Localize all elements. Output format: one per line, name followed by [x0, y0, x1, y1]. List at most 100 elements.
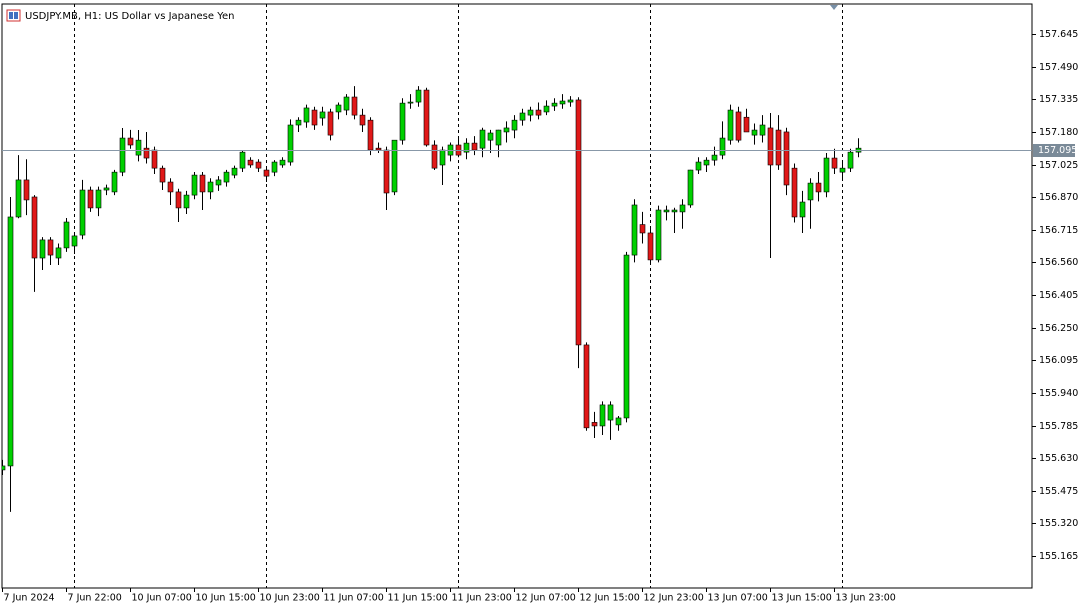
x-tick-label: 7 Jun 2024 [4, 593, 55, 604]
candle-body [103, 187, 110, 191]
candle-body [727, 109, 734, 141]
candle-body [487, 132, 494, 141]
candle-body [151, 149, 158, 169]
chart-title: USDJPY.MB, H1: US Dollar vs Japanese Yen [25, 11, 234, 22]
x-tick-label: 11 Jun 23:00 [452, 593, 512, 604]
candle-body [351, 96, 358, 116]
candle-body [423, 89, 430, 146]
candle-body [575, 99, 582, 346]
candle-body [751, 129, 758, 136]
candle-body [607, 404, 614, 421]
y-tick-label: 157.645 [1039, 29, 1078, 40]
candle-body [335, 104, 342, 113]
candle-body [415, 89, 422, 103]
candle-body [631, 204, 638, 256]
candle-body [807, 182, 814, 201]
candle-body [383, 149, 390, 194]
y-tick-label: 155.475 [1039, 486, 1078, 497]
y-tick-label: 156.405 [1039, 290, 1078, 301]
candle-body [647, 232, 654, 261]
candle-body [535, 109, 542, 116]
candle-body [471, 142, 478, 151]
y-tick-label: 156.095 [1039, 355, 1078, 366]
y-tick-label: 156.870 [1039, 192, 1078, 203]
candle-body [95, 189, 102, 209]
candle-body [183, 194, 190, 209]
x-tick-label: 12 Jun 23:00 [644, 593, 704, 604]
candle-body [327, 111, 334, 136]
symbol-icon [6, 9, 21, 22]
x-tick-label: 13 Jun 07:00 [708, 593, 768, 604]
candle-body [303, 107, 310, 123]
candle-body [223, 171, 230, 183]
x-tick-label: 7 Jun 22:00 [68, 593, 122, 604]
candle-body [679, 204, 686, 213]
candle-body [847, 151, 854, 169]
candle-body [71, 235, 78, 247]
candle-body [119, 137, 126, 173]
y-tick-label: 155.165 [1039, 551, 1078, 562]
day-separators [74, 4, 843, 588]
candle-body [655, 209, 662, 261]
candle-body [591, 422, 598, 427]
candle-body [551, 102, 558, 107]
x-tick-label: 10 Jun 15:00 [196, 593, 256, 604]
candle-body [495, 129, 502, 146]
current-price-label: 157.095 [1038, 145, 1077, 156]
candle-body [759, 124, 766, 136]
candle-body [503, 127, 510, 133]
candle-body [23, 179, 30, 201]
candle-body [559, 100, 566, 105]
candle-body [703, 159, 710, 166]
candle-body [831, 157, 838, 169]
candle-body [663, 209, 670, 213]
candle-body [191, 174, 198, 196]
candle-body [31, 196, 38, 259]
x-tick-label: 10 Jun 07:00 [132, 593, 192, 604]
candle-body [567, 99, 574, 103]
candle-body [367, 119, 374, 151]
candle-body [255, 161, 262, 169]
candle-body [695, 161, 702, 171]
candle-body [2, 465, 6, 471]
candle-body [711, 154, 718, 161]
candle-body [639, 224, 646, 234]
candle-body [815, 182, 822, 193]
candle-body [615, 417, 622, 426]
x-tick-label: 12 Jun 07:00 [516, 593, 576, 604]
candle-body [63, 221, 70, 249]
y-tick-label: 155.785 [1039, 421, 1078, 432]
x-tick-label: 13 Jun 23:00 [836, 593, 896, 604]
candle-body [775, 129, 782, 166]
candle-body [407, 101, 414, 104]
y-tick-label: 157.490 [1039, 62, 1078, 73]
candle-body [527, 109, 534, 116]
plot-frame [1, 3, 1033, 589]
candle-body [583, 344, 590, 429]
candle-body [391, 139, 398, 193]
candle-body [55, 247, 62, 259]
candle-body [79, 189, 86, 236]
x-tick-label: 10 Jun 23:00 [260, 593, 320, 604]
x-tick-label: 13 Jun 15:00 [772, 593, 832, 604]
candle-body [343, 96, 350, 111]
candle-body [199, 174, 206, 193]
candle-body [519, 112, 526, 121]
candle-body [263, 169, 270, 177]
y-tick-label: 157.335 [1039, 94, 1078, 105]
candle-body [175, 191, 182, 209]
candle-body [127, 137, 134, 146]
candle-body [359, 114, 366, 126]
candle-body [167, 181, 174, 193]
candle-body [287, 124, 294, 163]
candle-body [479, 129, 486, 149]
candle-body [143, 147, 150, 159]
y-tick-label: 155.940 [1039, 388, 1078, 399]
y-tick-label: 157.180 [1039, 127, 1078, 138]
candle-body [279, 159, 286, 166]
x-tick-label: 11 Jun 15:00 [388, 593, 448, 604]
candle-body [271, 161, 278, 173]
y-tick-label: 156.715 [1039, 225, 1078, 236]
candle-body [767, 127, 774, 166]
